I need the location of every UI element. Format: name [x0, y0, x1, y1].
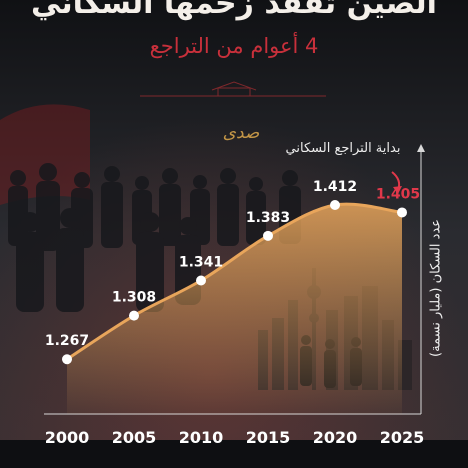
x-tick-label-2025: 2025	[380, 428, 425, 447]
data-point-2005	[129, 310, 139, 321]
data-point-2000	[62, 354, 72, 365]
value-label-2000: 1.267	[45, 333, 89, 349]
x-tick-label-2010: 2010	[179, 428, 224, 447]
x-tick-label-2005: 2005	[112, 428, 157, 447]
x-tick-label-2020: 2020	[313, 428, 358, 447]
value-label-2015: 1.383	[246, 210, 290, 226]
x-tick-label-2015: 2015	[246, 428, 291, 447]
value-label-2010: 1.341	[179, 255, 223, 271]
y-axis-label: عدد السكان (مليار نسمة)	[428, 219, 444, 357]
data-point-2010	[196, 275, 206, 286]
x-tick-label-2000: 2000	[45, 428, 90, 447]
value-label-2005: 1.308	[112, 290, 156, 306]
y-axis-arrow	[417, 144, 425, 152]
data-point-2015	[263, 230, 273, 241]
value-label-2025: 1.405	[376, 186, 420, 202]
decline-annotation: بداية التراجع السكاني	[285, 141, 401, 156]
series-line	[66, 202, 403, 361]
annotation-arrow-head	[393, 186, 402, 194]
data-point-2025	[397, 207, 407, 218]
data-point-2020	[330, 200, 340, 210]
page-subtitle: 4 أعوام من التراجع	[149, 34, 319, 58]
area-fill	[67, 204, 402, 414]
page-title: الصين تفقد زخمها السكاني	[31, 0, 437, 21]
value-label-2020: 1.412	[313, 179, 357, 195]
brand-logo: صدى	[222, 123, 260, 143]
